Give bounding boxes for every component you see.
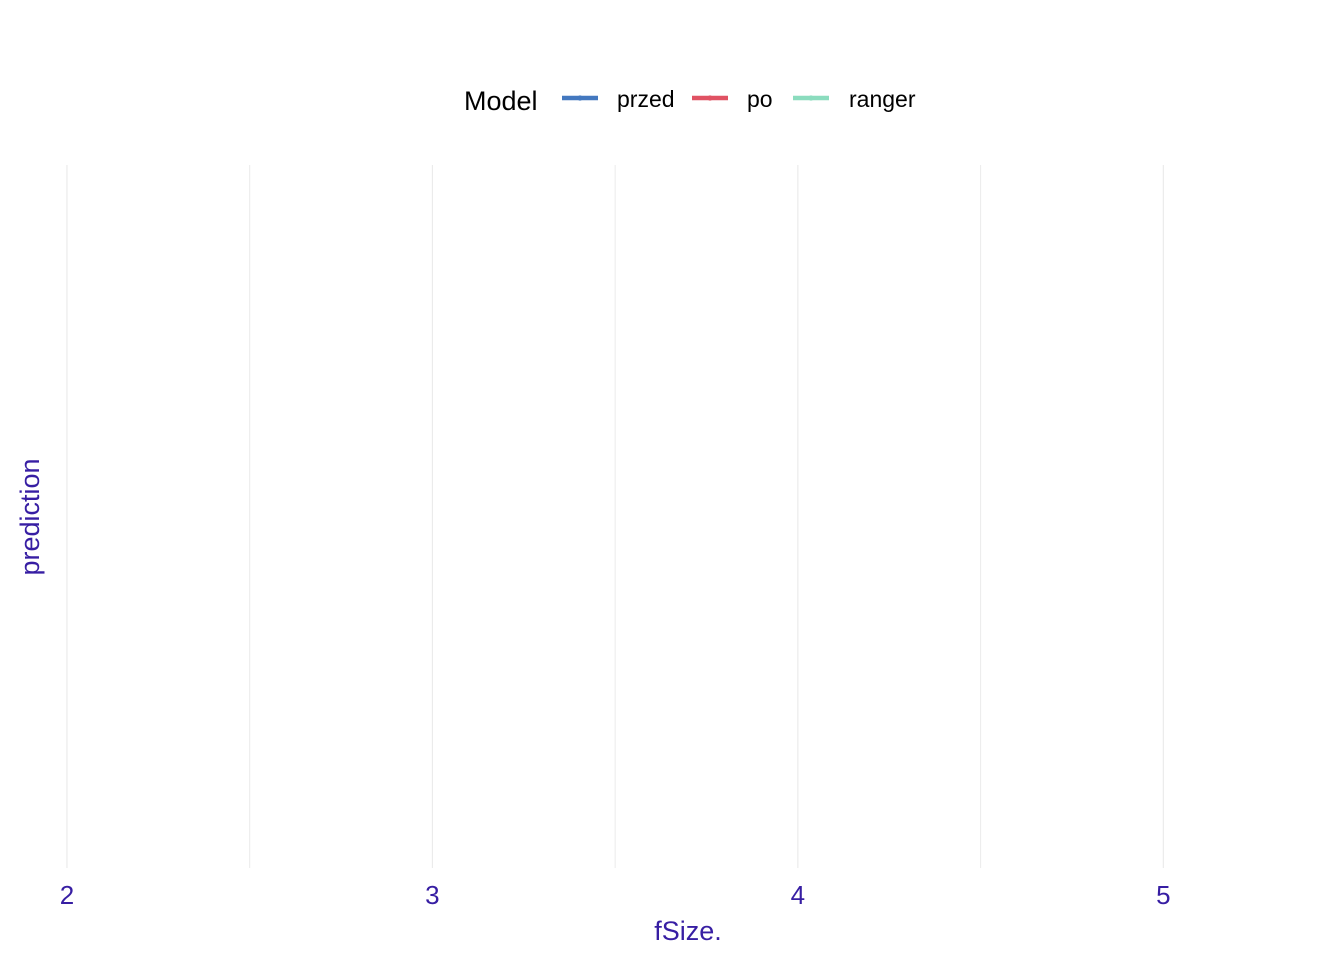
x-tick-label: 4 (791, 880, 805, 910)
legend-key-point (707, 95, 713, 101)
x-tick-label: 3 (425, 880, 439, 910)
y-axis-label: prediction (15, 458, 45, 575)
x-tick-label: 5 (1156, 880, 1170, 910)
legend-item-po: po (692, 86, 773, 112)
legend-title: Model (464, 86, 538, 116)
legend-key-point (808, 95, 814, 101)
legend-label: po (747, 86, 773, 112)
legend-item-przed: przed (562, 86, 675, 112)
legend: Model przed po ranger (464, 86, 916, 116)
legend-item-ranger: ranger (793, 86, 916, 112)
legend-key-point (577, 95, 583, 101)
legend-label: ranger (849, 86, 916, 112)
x-tick-label: 2 (60, 880, 74, 910)
x-axis-label: fSize. (654, 916, 722, 946)
grid-layer (66, 165, 1164, 868)
x-axis-ticks: 2 3 4 5 (60, 880, 1171, 910)
legend-label: przed (617, 86, 675, 112)
